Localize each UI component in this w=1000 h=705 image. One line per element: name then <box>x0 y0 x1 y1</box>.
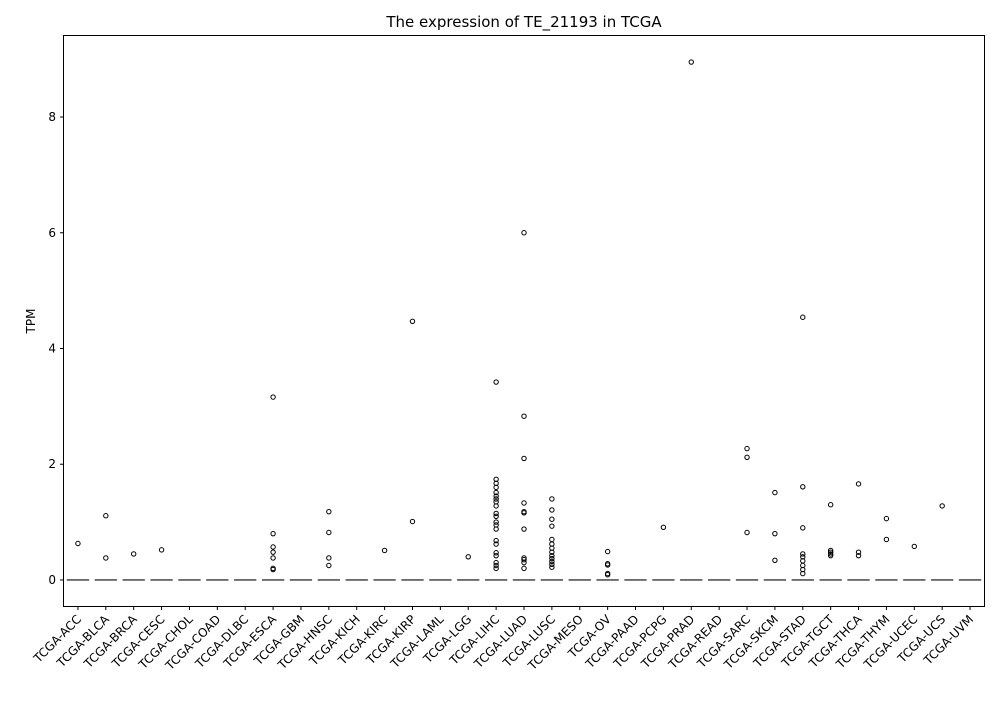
outlier-point <box>326 508 332 515</box>
outlier-point <box>549 523 555 529</box>
outlier-point <box>270 394 276 400</box>
y-axis-label: TPM <box>24 309 38 335</box>
outlier-point <box>381 547 388 554</box>
outlier-point <box>270 549 276 555</box>
outlier-point <box>270 555 276 561</box>
outlier-point <box>493 541 499 547</box>
outlier-point <box>270 530 276 537</box>
outlier-point <box>549 516 555 522</box>
outlier-point <box>493 489 499 496</box>
outlier-point <box>521 500 527 506</box>
outlier-point <box>855 549 862 555</box>
outlier-point <box>493 379 499 385</box>
outlier-point <box>772 530 778 537</box>
outlier-point <box>493 493 499 499</box>
outlier-point <box>772 489 778 496</box>
outlier-point <box>521 559 527 566</box>
outlier-point <box>800 551 806 557</box>
outlier-point <box>827 547 834 554</box>
outlier-point <box>800 314 806 320</box>
outlier-point <box>772 557 778 563</box>
outlier-point <box>549 496 555 502</box>
outlier-point <box>493 526 499 532</box>
outlier-point <box>493 503 499 509</box>
outlier-point <box>800 570 806 577</box>
outlier-point <box>549 564 555 570</box>
outlier-point <box>549 549 555 555</box>
outlier-point <box>521 510 527 516</box>
outlier-point <box>549 561 555 568</box>
outlier-point <box>493 510 499 517</box>
x-axis: TCGA-ACCTCGA-BLCATCGA-BRCATCGA-CESCTCGA-… <box>30 606 976 673</box>
y-tick-label: 2 <box>48 457 56 471</box>
outlier-point <box>688 59 694 65</box>
outlier-point <box>549 555 555 562</box>
outlier-point <box>549 558 555 565</box>
outlier-point <box>493 519 499 525</box>
outlier-point <box>493 496 499 502</box>
outlier-point <box>493 562 499 569</box>
y-tick-label: 4 <box>48 341 56 355</box>
outlier-point <box>855 552 862 559</box>
outlier-point <box>521 526 527 532</box>
outlier-point <box>939 503 945 509</box>
outlier-point <box>326 529 332 536</box>
outlier-points <box>75 59 945 578</box>
outlier-point <box>827 552 834 559</box>
outlier-point <box>883 515 890 522</box>
outlier-point <box>493 559 499 566</box>
outlier-point <box>911 543 918 550</box>
outlier-point <box>521 455 527 462</box>
outlier-point <box>800 525 806 531</box>
outlier-point <box>549 507 555 513</box>
outlier-point <box>604 548 611 555</box>
outlier-point <box>493 513 499 520</box>
outlier-point <box>604 562 611 568</box>
outlier-point <box>521 565 527 572</box>
outlier-point <box>130 551 137 557</box>
outlier-point <box>744 529 750 536</box>
outlier-point <box>326 555 332 561</box>
outlier-point <box>493 550 499 556</box>
y-tick-label: 8 <box>48 110 56 124</box>
outlier-point <box>409 318 416 324</box>
y-tick-label: 6 <box>48 226 56 240</box>
outlier-point <box>493 565 499 572</box>
outlier-point <box>493 552 499 559</box>
outlier-point <box>270 566 276 573</box>
outlier-point <box>521 557 527 563</box>
chart-title: The expression of TE_21193 in TCGA <box>385 13 662 32</box>
outlier-point <box>103 555 109 561</box>
outlier-point <box>827 551 834 557</box>
y-tick-label: 0 <box>48 573 56 587</box>
outlier-point <box>493 484 499 491</box>
outlier-point <box>521 413 527 419</box>
outlier-point <box>521 230 527 236</box>
outlier-point <box>549 536 555 543</box>
outlier-point <box>326 562 332 569</box>
outlier-point <box>744 454 750 460</box>
outlier-point <box>800 484 806 490</box>
outlier-point <box>744 445 750 452</box>
outlier-point <box>883 536 890 543</box>
outlier-point <box>493 537 499 544</box>
outlier-point <box>465 554 471 560</box>
outlier-point <box>549 552 555 559</box>
outlier-point <box>103 513 109 519</box>
outlier-point <box>604 572 611 578</box>
plot-frame <box>63 35 985 607</box>
outlier-point <box>270 544 276 550</box>
outlier-point <box>855 481 862 487</box>
outlier-point <box>158 547 165 553</box>
outlier-point <box>660 524 667 530</box>
outlier-point <box>75 540 81 547</box>
y-axis: 0 2 4 6 8 <box>48 110 64 587</box>
outlier-point <box>827 502 834 508</box>
outlier-point <box>409 518 416 525</box>
outlier-point <box>827 549 834 555</box>
